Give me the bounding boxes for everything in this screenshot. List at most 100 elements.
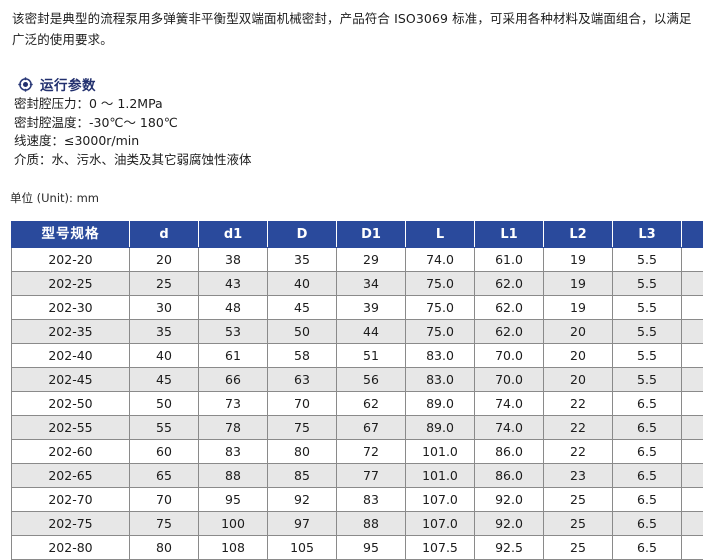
cell-value: 62.0 [475,272,544,296]
cell-value: 83.0 [406,368,475,392]
cell-model: 202-20 [12,248,130,272]
cell-value: 53 [199,320,268,344]
cell-value: 105 [268,536,337,560]
cell-value: 20 [544,368,613,392]
cell-value: 86.0 [475,440,544,464]
cell-value: 29 [337,248,406,272]
column-header-L1: L1 [475,222,544,248]
cell-value: 75 [268,416,337,440]
column-header-D: D [268,222,337,248]
cell-value: 62.0 [475,296,544,320]
specification-table-container: 型号规格 d d1 D D1 L L1 L2 L3 L4 202-2020383… [11,221,686,560]
cell-value: 22 [544,392,613,416]
parameter-line-pressure: 密封腔压力：0 ～ 1.2MPa [14,95,252,114]
cell-value: 74.0 [475,392,544,416]
cell-value: 5.5 [613,344,682,368]
cell-value: 83 [199,440,268,464]
cell-model: 202-40 [12,344,130,368]
cell-value: 108 [199,536,268,560]
column-header-L3: L3 [613,222,682,248]
cell-value: 107.0 [406,512,475,536]
cell-value: 11.5 [682,464,703,488]
unit-note: 单位 (Unit): mm [10,190,99,206]
cell-value: 20 [130,248,199,272]
cell-value: 6.5 [613,464,682,488]
cell-value: 95 [337,536,406,560]
cell-value: 19 [544,272,613,296]
cell-value: 92.0 [475,488,544,512]
cell-value: 5.5 [613,368,682,392]
cell-value: 35 [130,320,199,344]
cell-value: 70 [130,488,199,512]
cell-value: 107.5 [406,536,475,560]
cell-value: 58 [268,344,337,368]
cell-value: 83.0 [406,344,475,368]
cell-value: 11.5 [682,440,703,464]
cell-value: 6.5 [613,488,682,512]
table-header-row: 型号规格 d d1 D D1 L L1 L2 L3 L4 [12,222,703,248]
cell-value: 30 [130,296,199,320]
cell-value: 73 [199,392,268,416]
cell-value: 88 [199,464,268,488]
cell-value: 56 [337,368,406,392]
cell-value: 50 [130,392,199,416]
cell-model: 202-75 [12,512,130,536]
cell-value: 12.0 [682,536,703,560]
column-header-d: d [130,222,199,248]
cell-value: 97 [268,512,337,536]
target-bullet-icon [18,77,33,92]
cell-value: 6.5 [613,536,682,560]
intro-paragraph: 该密封是典型的流程泵用多弹簧非平衡型双端面机械密封，产品符合 ISO3069 标… [12,8,692,50]
cell-value: 80 [268,440,337,464]
parameter-line-temperature: 密封腔温度：-30℃～ 180℃ [14,114,252,133]
cell-value: 89.0 [406,416,475,440]
cell-value: 7.5 [682,296,703,320]
cell-value: 40 [130,344,199,368]
cell-model: 202-60 [12,440,130,464]
cell-value: 7.5 [682,320,703,344]
cell-model: 202-70 [12,488,130,512]
cell-value: 86.0 [475,464,544,488]
cell-value: 25 [544,536,613,560]
cell-value: 89.0 [406,392,475,416]
cell-value: 11.0 [682,416,703,440]
cell-value: 9.5 [682,392,703,416]
cell-value: 6.5 [613,440,682,464]
cell-value: 20 [544,320,613,344]
cell-value: 51 [337,344,406,368]
column-header-L4: L4 [682,222,703,248]
cell-model: 202-80 [12,536,130,560]
cell-value: 88 [337,512,406,536]
cell-value: 45 [130,368,199,392]
cell-value: 75.0 [406,320,475,344]
cell-model: 202-35 [12,320,130,344]
cell-value: 48 [199,296,268,320]
cell-value: 39 [337,296,406,320]
cell-value: 80 [130,536,199,560]
cell-value: 9.0 [682,368,703,392]
cell-value: 25 [544,488,613,512]
cell-value: 5.5 [613,248,682,272]
specification-table: 型号规格 d d1 D D1 L L1 L2 L3 L4 202-2020383… [11,221,703,560]
column-header-d1: d1 [199,222,268,248]
cell-model: 202-65 [12,464,130,488]
cell-value: 75.0 [406,296,475,320]
cell-value: 74.0 [475,416,544,440]
cell-value: 19 [544,296,613,320]
cell-value: 65 [130,464,199,488]
cell-value: 83 [337,488,406,512]
cell-value: 55 [130,416,199,440]
cell-value: 6.5 [613,416,682,440]
cell-model: 202-50 [12,392,130,416]
cell-value: 5.5 [613,320,682,344]
cell-value: 101.0 [406,464,475,488]
cell-value: 66 [199,368,268,392]
